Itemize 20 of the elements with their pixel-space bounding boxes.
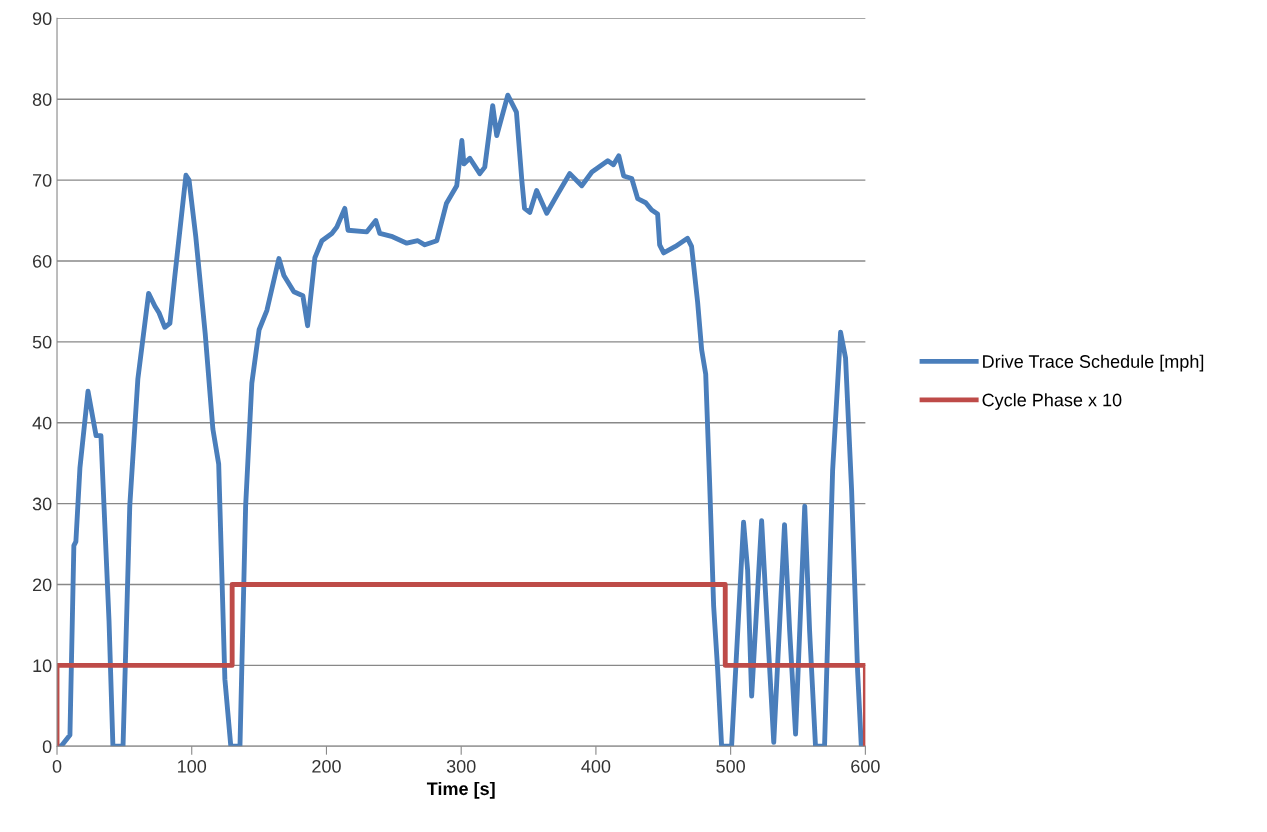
x-tick-label: 600 bbox=[851, 759, 880, 773]
y-tick-label: 20 bbox=[32, 578, 52, 592]
y-tick-label: 10 bbox=[33, 659, 52, 673]
y-tick-label: 50 bbox=[32, 335, 52, 349]
y-tick-label: 90 bbox=[32, 12, 52, 26]
x-tick-label: 100 bbox=[178, 759, 207, 773]
x-tick-label: 0 bbox=[52, 759, 62, 773]
legend-label: Cycle Phase x 10 bbox=[982, 393, 1122, 410]
y-tick-label: 0 bbox=[42, 740, 52, 754]
y-tick-label: 40 bbox=[32, 416, 52, 430]
x-axis-title: Time [s] bbox=[426, 781, 495, 799]
x-tick-label: 300 bbox=[446, 759, 476, 773]
x-tick-label: 200 bbox=[312, 759, 341, 773]
x-tick-label: 500 bbox=[716, 759, 745, 773]
y-tick-label: 30 bbox=[32, 497, 52, 511]
legend-label: Drive Trace Schedule [mph] bbox=[983, 354, 1204, 372]
y-tick-label: 80 bbox=[32, 93, 52, 106]
y-tick-label: 70 bbox=[33, 174, 52, 187]
x-tick-label: 400 bbox=[581, 759, 611, 773]
y-tick-label: 60 bbox=[32, 254, 52, 268]
